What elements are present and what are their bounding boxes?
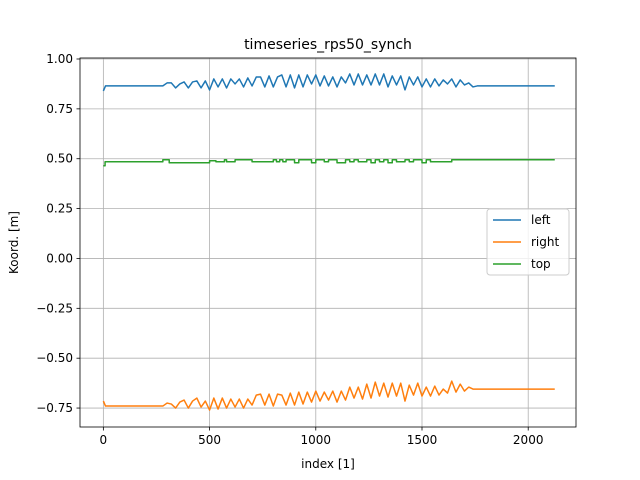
- series-line-left: [102, 73, 555, 92]
- plot-frame: [79, 57, 577, 428]
- legend-label-top: top: [531, 257, 551, 271]
- y-tick-label: −0.50: [36, 351, 73, 365]
- y-tick-label: 0.50: [46, 152, 73, 166]
- x-tick-label: 1000: [301, 433, 332, 447]
- legend-label-right: right: [531, 235, 559, 249]
- y-tick-label: 0.75: [46, 102, 73, 116]
- legend-box: [486, 208, 570, 276]
- chart-title: timeseries_rps50_synch: [244, 37, 412, 53]
- y-tick-label: 0.00: [46, 251, 73, 265]
- series-line-right: [102, 380, 555, 411]
- series-group: [102, 73, 555, 411]
- x-axis-label: index [1]: [301, 457, 355, 471]
- x-tick-label: 0: [100, 433, 108, 447]
- x-tick-label: 500: [198, 433, 221, 447]
- y-axis-label: Koord. [m]: [7, 211, 21, 274]
- x-tick-label: 1500: [407, 433, 438, 447]
- legend: left right top: [486, 208, 570, 276]
- x-tick-label: 2000: [513, 433, 544, 447]
- y-tick-label: 0.25: [46, 202, 73, 216]
- y-tick-label: 1.00: [46, 52, 73, 66]
- y-tick-label: −0.25: [36, 301, 73, 315]
- legend-label-left: left: [531, 213, 551, 227]
- y-tick-label: −0.75: [36, 401, 73, 415]
- series-line-top: [103, 158, 555, 167]
- axis-ticks: 0 500 1000 1500 2000 1.00 0.75 0.50 0.25 0.00 −0.2…: [36, 52, 543, 447]
